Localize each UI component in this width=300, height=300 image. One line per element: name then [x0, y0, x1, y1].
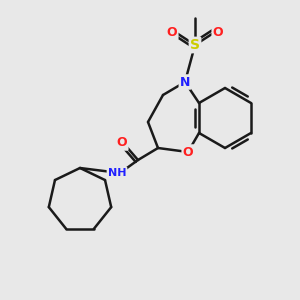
Text: S: S: [190, 38, 200, 52]
Text: O: O: [183, 146, 193, 158]
Text: O: O: [117, 136, 127, 149]
Text: NH: NH: [108, 168, 126, 178]
Text: O: O: [213, 26, 223, 38]
Text: O: O: [167, 26, 177, 38]
Text: N: N: [180, 76, 190, 88]
